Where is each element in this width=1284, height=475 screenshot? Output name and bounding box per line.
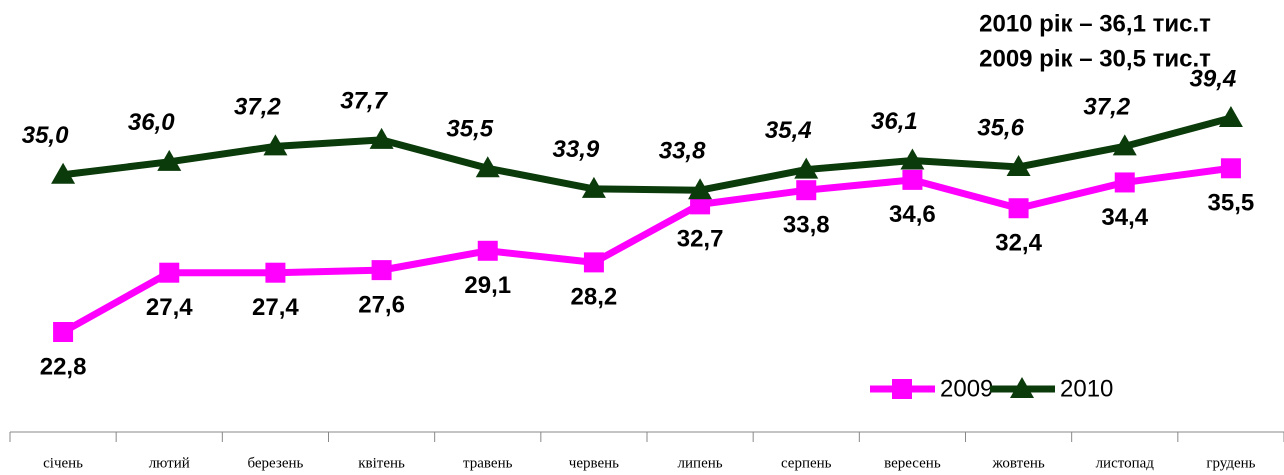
annotation: 2010 рік – 36,1 тис.т (979, 10, 1211, 37)
data-point (900, 148, 925, 170)
data-point (159, 262, 180, 283)
x-tick-label: червень (569, 455, 619, 471)
data-point (688, 178, 713, 200)
data-point (475, 156, 500, 178)
series-line (62, 114, 1232, 194)
data-label: 39,4 (1190, 65, 1237, 92)
data-label: 33,9 (553, 136, 600, 163)
data-label: 35,6 (977, 114, 1024, 141)
data-point (583, 252, 604, 273)
legend-marker (892, 379, 912, 399)
data-point (53, 322, 74, 342)
data-point (1112, 134, 1137, 156)
data-point (902, 169, 923, 190)
data-label: 33,8 (783, 212, 830, 239)
data-point (794, 157, 819, 179)
x-tick-label: вересень (884, 455, 941, 471)
x-tick-label: жовтень (991, 455, 1044, 471)
data-point (1006, 154, 1031, 176)
series-line (61, 164, 1232, 336)
data-point (796, 180, 817, 201)
data-point (1008, 198, 1029, 219)
data-point (477, 240, 498, 261)
data-label: 33,8 (659, 138, 706, 165)
data-label: 36,0 (128, 109, 175, 136)
data-label: 35,4 (765, 117, 812, 144)
data-label: 34,4 (1101, 204, 1148, 231)
data-point (369, 127, 394, 149)
data-label: 36,1 (871, 108, 918, 135)
x-tick-label: травень (463, 455, 513, 471)
x-tick-label: листопад (1096, 455, 1155, 471)
data-label: 27,6 (358, 291, 405, 318)
annotation: 2009 рік – 30,5 тис.т (979, 45, 1211, 72)
data-point (1220, 158, 1241, 179)
data-label: 28,2 (571, 284, 618, 311)
data-label: 27,4 (146, 294, 193, 321)
data-point (157, 149, 182, 171)
data-point (1114, 172, 1135, 193)
legend-label: 2009 (940, 375, 993, 402)
x-tick-label: липень (678, 455, 723, 471)
x-tick-label: квітень (358, 455, 405, 471)
data-point (265, 262, 286, 283)
x-tick-label: березень (247, 455, 303, 471)
data-label: 32,7 (677, 226, 724, 253)
data-label: 29,1 (464, 272, 511, 299)
x-tick-label: грудень (1206, 455, 1255, 471)
data-label: 37,2 (1083, 94, 1130, 121)
data-point (51, 162, 76, 184)
x-tick-label: серпень (781, 455, 832, 471)
data-point (371, 260, 392, 281)
legend-marker (1010, 377, 1034, 398)
data-label: 35,5 (1208, 190, 1255, 217)
data-label: 35,5 (446, 116, 493, 143)
data-point (690, 194, 711, 215)
x-tick-label: лютий (149, 455, 190, 471)
data-label: 37,7 (340, 87, 388, 114)
data-point (581, 176, 606, 198)
legend-label: 2010 (1060, 375, 1113, 402)
data-label: 37,2 (234, 94, 281, 121)
data-label: 34,6 (889, 201, 936, 228)
data-label: 35,0 (22, 122, 69, 149)
data-label: 32,4 (995, 230, 1042, 257)
data-label: 22,8 (40, 353, 87, 380)
data-point (1218, 106, 1243, 127)
data-label: 27,4 (252, 294, 299, 321)
data-point (263, 134, 288, 156)
x-tick-label: січень (43, 455, 83, 471)
